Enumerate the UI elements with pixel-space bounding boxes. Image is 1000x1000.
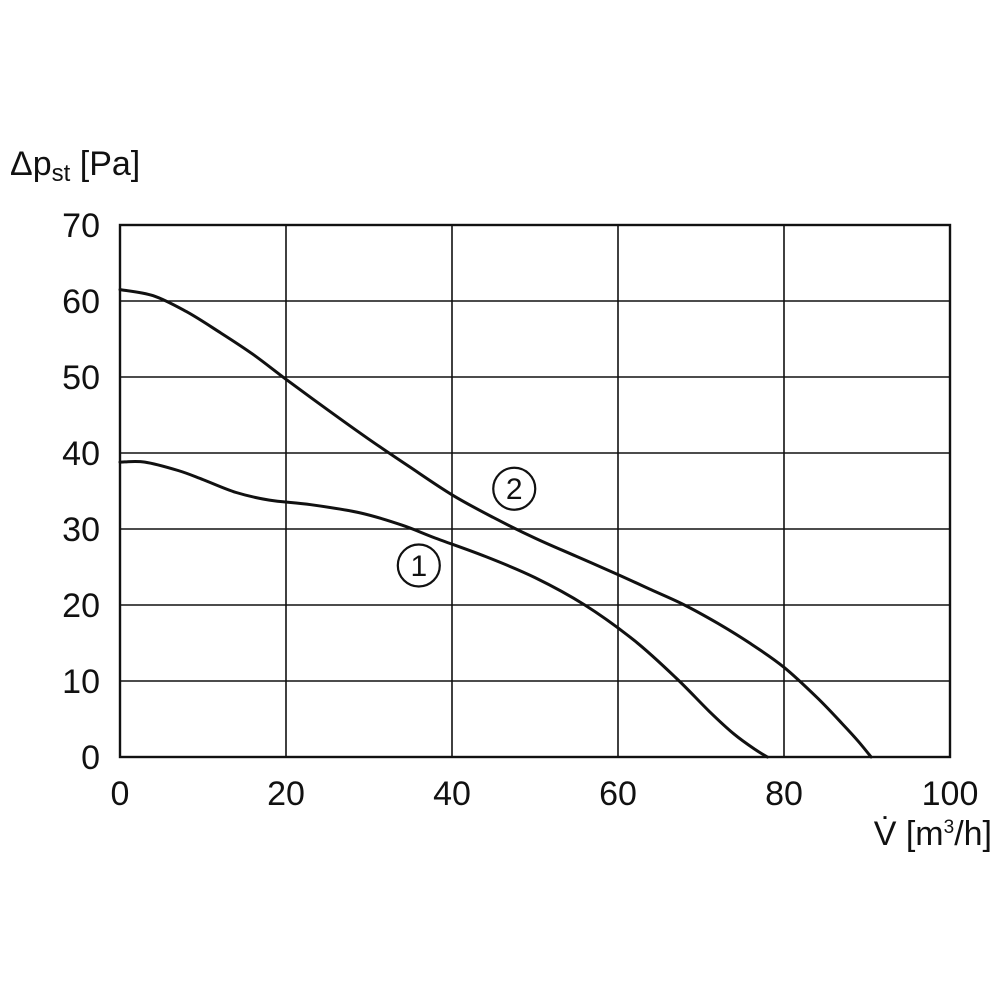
x-tick-label-40: 40 — [433, 775, 471, 813]
x-tick-label-100: 100 — [922, 775, 979, 813]
y-tick-label-10: 10 — [62, 663, 100, 701]
x-tick-label-0: 0 — [111, 775, 130, 813]
series-line-2 — [118, 288, 873, 759]
curve-marker-circle-2 — [492, 466, 537, 511]
y-tick-label-30: 30 — [62, 511, 100, 549]
x-axis-label-unit: /h] — [954, 815, 992, 853]
curve-marker-label-1: 1 — [410, 550, 427, 583]
y-tick-label-50: 50 — [62, 359, 100, 397]
y-axis-label-unit: [Pa] — [70, 145, 140, 183]
y-axis-label-sub: st — [52, 160, 71, 187]
curve-marker-circle-1 — [396, 543, 441, 588]
y-tick-label-0: 0 — [81, 739, 100, 777]
curve-marker-2: 2 — [492, 466, 537, 511]
x-axis-label: V̇ [m3/h] — [874, 815, 992, 853]
x-axis-label-main: V̇ [m — [874, 815, 944, 853]
plot-frame — [118, 223, 952, 759]
y-axis-label-main: Δp — [10, 145, 52, 183]
y-tick-labels: 0 10 20 30 40 50 60 70 — [62, 207, 100, 777]
y-tick-label-70: 70 — [62, 207, 100, 245]
x-tick-label-20: 20 — [267, 775, 305, 813]
grid-lines — [120, 225, 950, 757]
y-tick-label-40: 40 — [62, 435, 100, 473]
curve-marker-label-2: 2 — [506, 473, 523, 506]
series-line-1 — [118, 459, 769, 759]
x-tick-labels: 0 20 40 60 80 100 — [111, 775, 979, 813]
curves — [118, 288, 873, 759]
curve-marker-1: 1 — [396, 543, 441, 588]
x-tick-label-80: 80 — [765, 775, 803, 813]
y-tick-label-60: 60 — [62, 283, 100, 321]
curve-markers: 12 — [396, 466, 537, 588]
y-axis-label: Δpst [Pa] — [10, 145, 140, 187]
y-tick-label-20: 20 — [62, 587, 100, 625]
x-tick-label-60: 60 — [599, 775, 637, 813]
x-axis-label-sup: 3 — [944, 817, 955, 838]
